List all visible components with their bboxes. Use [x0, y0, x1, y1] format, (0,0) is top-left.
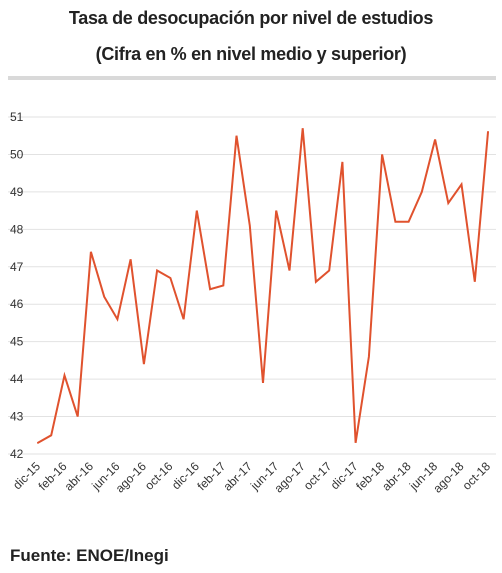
- x-tick-label: abr-16: [62, 459, 97, 494]
- data-point: [460, 183, 462, 185]
- data-point: [315, 281, 317, 283]
- y-tick-label: 42: [10, 447, 24, 461]
- y-tick-label: 45: [10, 335, 24, 349]
- y-tick-label: 47: [10, 260, 24, 274]
- x-axis-ticks: dic-15feb-16abr-16jun-16ago-16oct-16dic-…: [10, 459, 493, 496]
- data-point: [156, 269, 158, 271]
- data-point: [169, 277, 171, 279]
- data-point: [50, 434, 52, 436]
- data-point: [434, 138, 436, 140]
- data-point: [421, 191, 423, 193]
- data-point: [37, 442, 39, 444]
- x-tick-label: abr-18: [379, 459, 414, 494]
- x-tick-label: ago-18: [430, 459, 467, 496]
- gridlines: [8, 116, 496, 455]
- data-point: [103, 296, 105, 298]
- source-note: Fuente: ENOE/Inegi: [10, 546, 169, 565]
- data-point: [182, 318, 184, 320]
- data-point: [354, 442, 356, 444]
- data-point: [262, 382, 264, 384]
- y-tick-label: 46: [10, 297, 24, 311]
- series-line: [37, 128, 489, 444]
- x-tick-label: ago-16: [113, 459, 150, 496]
- data-point: [90, 251, 92, 253]
- data-point: [116, 318, 118, 320]
- data-point: [368, 355, 370, 357]
- title-divider: [8, 76, 496, 80]
- x-tick-label: abr-17: [220, 459, 255, 494]
- data-point: [288, 269, 290, 271]
- data-point: [474, 281, 476, 283]
- chart-title: Tasa de desocupación por nivel de estudi…: [68, 8, 434, 28]
- data-point: [196, 209, 198, 211]
- data-point: [341, 161, 343, 163]
- data-point: [143, 363, 145, 365]
- y-tick-label: 43: [10, 410, 24, 424]
- data-point: [222, 284, 224, 286]
- data-point: [235, 135, 237, 137]
- y-tick-label: 49: [10, 185, 24, 199]
- y-tick-label: 44: [10, 372, 24, 386]
- data-point: [302, 127, 304, 129]
- y-axis-ticks: 42 43 44 45 46 47 48 49 50 51: [10, 110, 24, 461]
- x-tick-label: oct-18: [460, 459, 494, 493]
- data-point: [77, 415, 79, 417]
- y-tick-label: 48: [10, 222, 24, 236]
- x-tick-label: oct-16: [142, 459, 176, 493]
- y-tick-label: 51: [10, 110, 24, 124]
- series-layer: [37, 127, 489, 444]
- data-point: [394, 221, 396, 223]
- data-point: [381, 153, 383, 155]
- data-point: [328, 269, 330, 271]
- data-point: [487, 131, 489, 133]
- x-tick-label: oct-17: [301, 459, 335, 493]
- chart-subtitle: (Cifra en % en nivel medio y superior): [95, 44, 407, 64]
- data-point: [275, 209, 277, 211]
- data-point: [407, 221, 409, 223]
- data-point: [249, 224, 251, 226]
- y-tick-label: 50: [10, 147, 24, 161]
- data-point: [447, 202, 449, 204]
- data-point: [129, 258, 131, 260]
- data-point: [63, 374, 65, 376]
- data-point: [209, 288, 211, 290]
- x-tick-label: ago-17: [271, 459, 308, 496]
